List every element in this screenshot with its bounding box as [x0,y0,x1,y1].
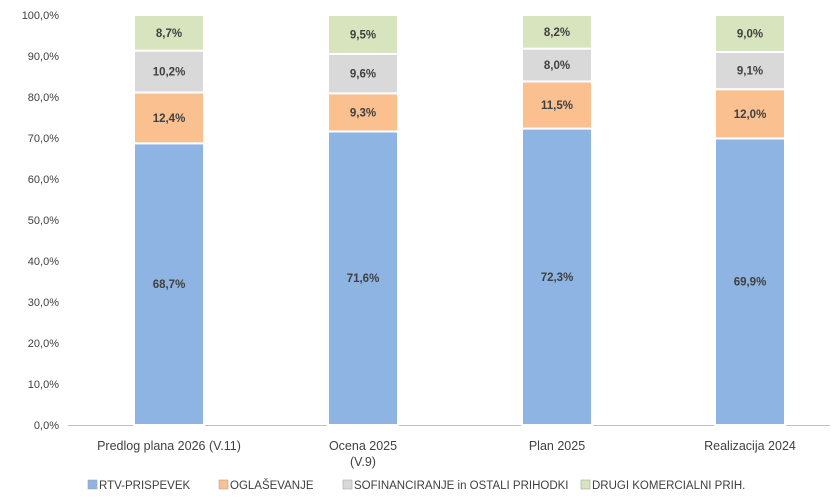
category-label: Ocena 2025 [329,439,397,453]
data-label: 8,2% [544,27,570,39]
y-tick-label: 60,0% [28,174,59,186]
y-tick-label: 20,0% [28,338,59,350]
category-label: Plan 2025 [529,439,585,453]
data-label: 12,4% [153,113,186,125]
data-label: 9,0% [737,28,763,40]
data-label: 71,6% [347,273,380,285]
legend-label: DRUGI KOMERCIALNI PRIH. [592,480,745,492]
chart-canvas: 0,0% 10,0% 20,0% 30,0% 40,0% 50,0% 60,0% 70,0% 8… [0,0,839,498]
y-tick-label: 100,0% [22,10,60,22]
y-tick-label: 30,0% [28,297,59,309]
legend-swatch [581,480,590,489]
data-label: 9,3% [350,107,376,119]
y-tick-label: 40,0% [28,256,59,268]
y-tick-label: 90,0% [28,51,59,63]
legend-swatch [88,480,97,489]
data-label: 72,3% [541,272,574,284]
data-label: 9,1% [737,66,763,78]
data-label: 11,5% [541,100,573,112]
legend-label: RTV-PRISPEVEK [99,480,191,492]
category-label: (V.9) [350,455,376,469]
y-tick-label: 50,0% [28,215,59,227]
y-tick-label: 10,0% [28,379,59,391]
data-label: 9,5% [350,29,376,41]
legend-label: OGLAŠEVANJE [230,479,314,492]
data-label: 9,6% [350,69,376,81]
data-label: 68,7% [153,279,186,291]
y-tick-label: 70,0% [28,133,59,145]
data-label: 8,7% [156,28,182,40]
data-label: 69,9% [734,277,767,289]
data-label: 12,0% [734,109,767,121]
data-label: 8,0% [544,60,570,72]
legend-label: SOFINANCIRANJE in OSTALI PRIHODKI [354,480,569,492]
y-tick-label: 80,0% [28,92,59,104]
legend-swatch [343,480,352,489]
y-tick-label: 0,0% [34,420,59,432]
data-label: 10,2% [153,67,186,79]
stacked-bar-chart: 0,0% 10,0% 20,0% 30,0% 40,0% 50,0% 60,0% 70,0% 8… [0,0,839,498]
legend-swatch [219,480,228,489]
category-label: Realizacija 2024 [704,439,796,453]
category-label: Predlog plana 2026 (V.11) [97,439,241,453]
